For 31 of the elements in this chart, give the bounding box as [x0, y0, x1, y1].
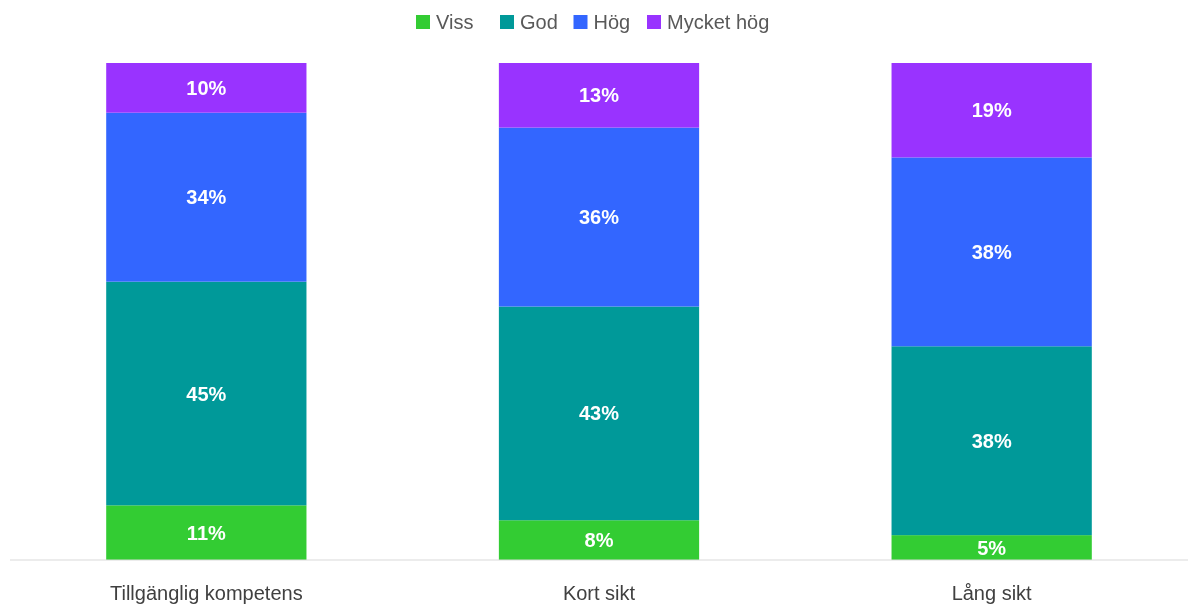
bar: [891, 535, 1092, 560]
data-label: 34%: [186, 186, 227, 209]
data-label: 11%: [186, 521, 227, 544]
data-label: 13%: [578, 84, 620, 107]
data-label: 43%: [578, 402, 620, 425]
x-tick-label: Lång sikt: [951, 582, 1033, 604]
data-label: 8%: [584, 529, 614, 552]
legend-label: Viss: [436, 11, 474, 33]
bar: [106, 505, 307, 560]
data-label: 10%: [186, 76, 227, 99]
bar: [106, 281, 307, 506]
legend-label: God: [520, 11, 558, 33]
data-label: 36%: [578, 206, 620, 229]
data-label: 45%: [186, 382, 227, 405]
bar: [498, 306, 700, 521]
x-tick-label: Tillgänglig kompetens: [109, 582, 303, 604]
bar: [891, 63, 1092, 158]
bar: [106, 63, 307, 113]
data-label: 38%: [971, 429, 1012, 452]
x-tick-label: Kort sikt: [562, 582, 636, 604]
bar: [106, 112, 307, 282]
data-label: 38%: [971, 240, 1012, 263]
bar: [498, 520, 700, 560]
bar: [498, 63, 700, 128]
bar: [891, 157, 1092, 347]
data-label: 5%: [977, 536, 1007, 559]
data-label: 19%: [971, 99, 1012, 122]
bar: [891, 346, 1092, 536]
legend-label: Hög: [593, 11, 631, 33]
legend-label: Mycket hög: [667, 11, 770, 33]
bar: [498, 127, 700, 307]
